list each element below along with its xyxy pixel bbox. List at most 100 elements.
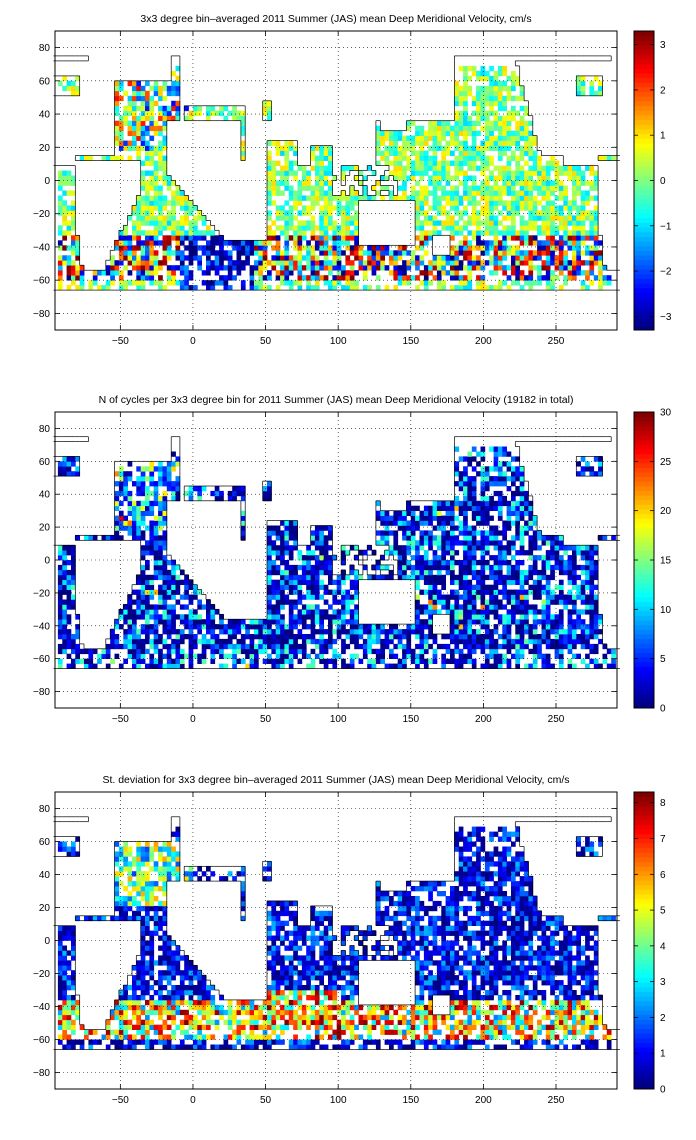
heatmap-cell <box>306 638 311 645</box>
heatmap-cell <box>136 579 142 585</box>
heatmap-cell <box>275 525 281 531</box>
heatmap-cell <box>158 520 163 526</box>
heatmap-cell <box>171 624 176 630</box>
heatmap-cell <box>371 564 377 571</box>
heatmap-cell <box>362 265 368 271</box>
heatmap-cell <box>193 653 198 659</box>
heatmap-cell <box>493 235 499 241</box>
heatmap-cell <box>323 555 329 561</box>
heatmap-cell <box>436 520 442 526</box>
heatmap-cell <box>179 579 185 585</box>
heatmap-cell <box>493 85 499 92</box>
heatmap-cell <box>393 160 399 166</box>
colorbar-segment <box>634 110 654 116</box>
heatmap-cell <box>254 619 259 625</box>
heatmap-cell <box>397 155 403 161</box>
heatmap-cell <box>463 105 468 112</box>
heatmap-cell <box>127 120 133 127</box>
heatmap-cell <box>441 550 447 556</box>
heatmap-cell <box>140 285 146 291</box>
heatmap-cell <box>258 648 264 655</box>
heatmap-cell <box>432 574 438 581</box>
heatmap-cell <box>162 240 168 246</box>
heatmap-cell <box>171 481 176 487</box>
heatmap-cell <box>188 495 194 502</box>
heatmap-cell <box>127 476 133 482</box>
heatmap-cell <box>275 643 281 650</box>
heatmap-cell <box>432 638 438 645</box>
heatmap-cell <box>489 175 494 181</box>
heatmap-cell <box>314 235 320 241</box>
heatmap-cell <box>301 170 307 176</box>
heatmap-cell <box>271 265 277 271</box>
heatmap-cell <box>149 145 155 151</box>
heatmap-cell <box>140 609 146 615</box>
heatmap-cell <box>428 155 433 161</box>
heatmap-cell <box>572 185 577 191</box>
heatmap-cell <box>249 280 255 286</box>
heatmap-cell <box>402 629 407 635</box>
heatmap-cell <box>179 634 185 640</box>
heatmap-cell <box>240 520 246 526</box>
heatmap-cell <box>480 260 486 266</box>
heatmap-cell <box>184 285 189 291</box>
heatmap-cell <box>297 220 303 226</box>
heatmap-cell <box>589 265 595 271</box>
heatmap-cell <box>114 270 120 276</box>
heatmap-cell <box>458 140 464 146</box>
heatmap-cell <box>328 604 333 610</box>
heatmap-cell <box>519 85 525 92</box>
heatmap-cell <box>432 604 438 610</box>
heatmap-cell <box>541 210 547 216</box>
heatmap-cell <box>171 490 176 497</box>
heatmap-cell <box>288 255 294 261</box>
heatmap-cell <box>136 481 142 487</box>
y-tick-label: −20 <box>33 209 50 220</box>
heatmap-cell <box>223 105 229 112</box>
heatmap-cell <box>171 235 176 241</box>
heatmap-cell <box>114 490 120 497</box>
heatmap-cell <box>232 245 237 251</box>
heatmap-cell <box>123 634 129 640</box>
heatmap-cell <box>502 225 508 231</box>
heatmap-cell <box>145 270 150 276</box>
heatmap-cell <box>267 481 272 487</box>
heatmap-cell <box>258 275 264 281</box>
heatmap-cell <box>149 210 155 216</box>
heatmap-cell <box>397 170 403 176</box>
heatmap-cell <box>297 589 303 595</box>
heatmap-cell <box>280 260 285 266</box>
heatmap-cell <box>267 594 272 600</box>
heatmap-cell <box>284 170 290 176</box>
heatmap-cell <box>406 165 412 171</box>
heatmap-cell <box>127 653 133 659</box>
heatmap-cell <box>301 230 307 236</box>
heatmap-cell <box>223 643 229 650</box>
heatmap-cell <box>284 599 290 605</box>
heatmap-cell <box>415 584 420 590</box>
heatmap-cell <box>145 205 150 211</box>
heatmap-cell <box>476 280 481 286</box>
heatmap-cell <box>432 125 438 132</box>
heatmap-cell <box>428 180 433 186</box>
heatmap-cell <box>149 481 155 487</box>
heatmap-cell <box>71 225 76 231</box>
heatmap-cell <box>384 540 390 546</box>
heatmap-cell <box>458 195 464 201</box>
heatmap-cell <box>576 250 582 256</box>
heatmap-cell <box>71 560 76 566</box>
heatmap-cell <box>171 220 176 226</box>
heatmap-cell <box>402 180 407 186</box>
heatmap-cell <box>358 634 364 640</box>
heatmap-cell <box>184 115 189 122</box>
heatmap-cell <box>471 245 477 251</box>
heatmap-cell <box>397 560 403 566</box>
heatmap-cell <box>489 95 494 102</box>
heatmap-cell <box>576 75 582 82</box>
heatmap-cell <box>245 629 250 635</box>
heatmap-cell <box>371 195 377 201</box>
heatmap-cell <box>62 205 68 211</box>
heatmap-cell <box>149 525 155 531</box>
heatmap-cell <box>328 564 333 571</box>
heatmap-cell <box>284 584 290 590</box>
